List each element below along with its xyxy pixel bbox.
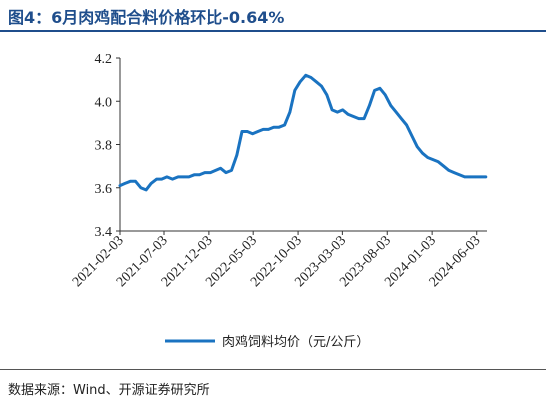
data-point — [267, 128, 270, 131]
data-point — [288, 110, 292, 114]
data-point — [458, 173, 461, 176]
data-point — [474, 175, 477, 179]
data-point — [368, 104, 371, 107]
data-point — [171, 177, 174, 181]
data-point — [182, 175, 185, 179]
y-tick-labels: 3.4 3.6 3.8 4.0 4.2 — [95, 52, 120, 240]
data-point — [129, 180, 132, 183]
data-point — [262, 128, 265, 131]
data-point — [431, 158, 435, 161]
data-point — [330, 108, 334, 112]
data-point — [320, 84, 323, 88]
data-point — [277, 126, 281, 129]
chart-axes — [119, 58, 487, 232]
data-point — [421, 152, 424, 155]
data-point — [437, 160, 440, 163]
data-point — [378, 87, 382, 90]
title-rule — [0, 30, 546, 32]
data-point — [468, 175, 472, 179]
y-tick-label: 4.0 — [95, 95, 113, 110]
legend: 肉鸡饲料均价（元/公斤） — [165, 334, 369, 350]
data-point — [149, 182, 153, 185]
data-point — [293, 89, 296, 92]
y-tick-label: 3.4 — [95, 225, 113, 240]
series-line — [118, 73, 488, 192]
data-point — [251, 132, 254, 135]
data-point — [134, 180, 137, 183]
data-point — [165, 175, 169, 179]
data-point — [400, 117, 403, 120]
data-point — [426, 156, 429, 159]
data-point — [230, 169, 233, 172]
data-point — [224, 171, 228, 174]
data-point — [176, 175, 180, 179]
data-point — [352, 115, 355, 118]
data-point — [346, 113, 350, 116]
data-point — [325, 93, 328, 96]
data-point — [394, 110, 398, 114]
data-point — [362, 117, 366, 120]
data-point — [463, 175, 466, 179]
footer-rule — [0, 369, 546, 370]
data-point — [240, 130, 244, 133]
data-point — [203, 171, 206, 174]
data-point — [304, 74, 307, 77]
data-point — [123, 182, 127, 185]
y-tick-label: 3.8 — [95, 139, 113, 154]
data-point — [341, 108, 344, 112]
data-point — [315, 80, 318, 83]
data-point — [405, 123, 408, 127]
data-point — [452, 171, 456, 174]
data-point — [246, 130, 249, 133]
data-point — [193, 173, 196, 176]
data-point — [272, 126, 275, 129]
data-point — [256, 130, 260, 133]
data-point — [209, 171, 212, 174]
chart-title: 图4：6月肉鸡配合料价格环比-0.64% — [8, 8, 285, 27]
legend-label: 肉鸡饲料均价（元/公斤） — [222, 334, 369, 350]
data-point — [155, 177, 158, 181]
y-tick-label: 3.6 — [95, 182, 113, 197]
data-point — [484, 175, 487, 179]
data-point — [357, 117, 360, 120]
data-point — [389, 104, 392, 107]
data-point — [283, 123, 286, 127]
data-point — [160, 177, 163, 181]
data-point — [139, 186, 142, 189]
line-chart: 2021-02-032021-07-032021-12-032022-05-03… — [70, 52, 488, 350]
data-point — [198, 173, 201, 176]
source-note: 数据来源：Wind、开源证券研究所 — [8, 383, 210, 398]
data-point — [416, 145, 419, 148]
data-point — [187, 175, 191, 179]
data-point — [373, 89, 376, 92]
data-point — [235, 154, 238, 157]
data-point — [118, 184, 122, 187]
data-point — [214, 169, 217, 172]
data-point — [144, 188, 148, 192]
data-point — [479, 175, 482, 179]
plot-area — [118, 73, 488, 192]
data-point — [384, 93, 387, 96]
x-tick-labels: 2021-02-032021-07-032021-12-032022-05-03… — [70, 231, 484, 290]
data-point — [309, 76, 313, 79]
data-point — [336, 110, 339, 114]
data-point — [410, 134, 414, 138]
data-point — [219, 167, 222, 170]
y-tick-label: 4.2 — [95, 52, 113, 67]
data-point — [447, 169, 451, 172]
data-point — [442, 164, 445, 168]
data-point — [298, 80, 302, 83]
